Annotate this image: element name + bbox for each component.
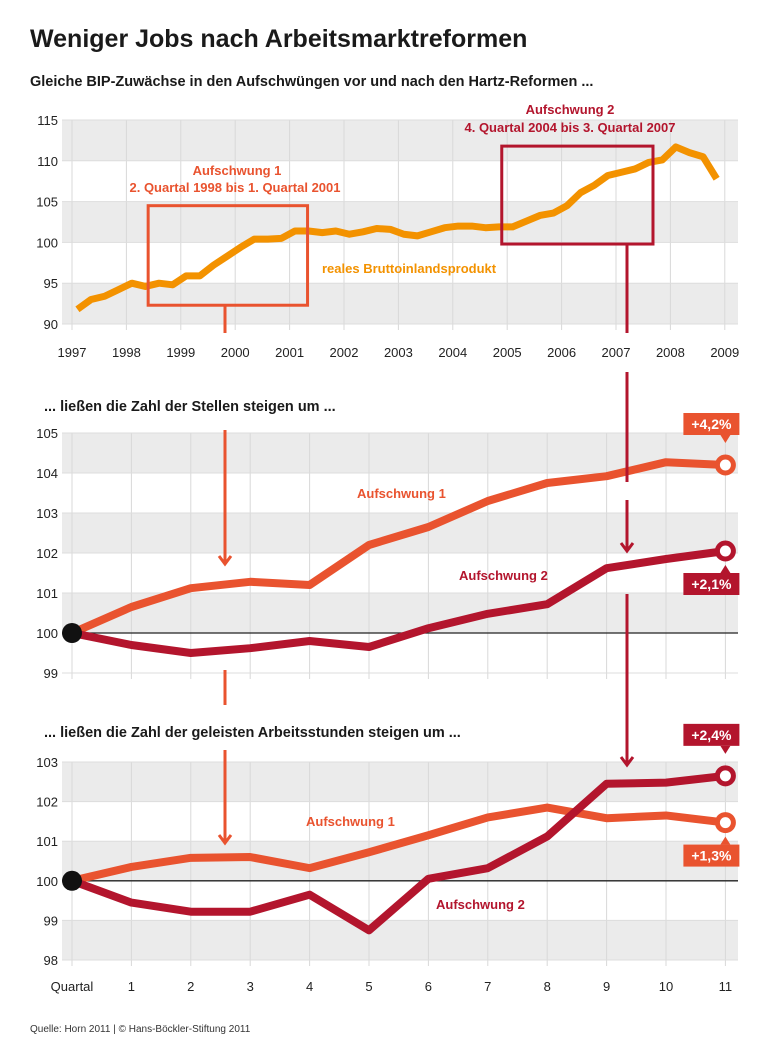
chart2-title: ... ließen die Zahl der Stellen steigen … — [44, 399, 336, 415]
x-tick-label: 2003 — [384, 345, 413, 360]
x-tick-label: 11 — [719, 979, 733, 994]
hours-a1-label: Aufschwung 1 — [306, 814, 395, 829]
end-label-1-pointer — [720, 435, 731, 443]
series-end-marker — [714, 540, 736, 562]
x-tick-label: 8 — [544, 979, 551, 994]
chart3-title: ... ließen die Zahl der geleisten Arbeit… — [44, 725, 461, 741]
x-tick-label: 6 — [425, 979, 432, 994]
y-tick-label: 104 — [36, 466, 58, 481]
x-tick-label: 1997 — [58, 345, 87, 360]
chart1-title: Gleiche BIP-Zuwächse in den Aufschwüngen… — [30, 74, 593, 90]
y-tick-label: 115 — [37, 113, 58, 128]
x-tick-label: 5 — [365, 979, 372, 994]
connector-arrows — [217, 244, 635, 846]
x-tick-label: 2000 — [221, 345, 250, 360]
arrow-a1-hours-arrowhead — [217, 834, 233, 846]
series-line-2 — [70, 771, 726, 935]
y-tick-label: 100 — [36, 874, 58, 889]
x-tick-label: 7 — [484, 979, 491, 994]
end-label-1-text: +4,2% — [691, 416, 732, 432]
x-tick-label: 10 — [659, 979, 673, 994]
end-label-1-pointer — [720, 836, 731, 845]
jobs-a2-label: Aufschwung 2 — [459, 568, 548, 583]
x-tick-label: 2 — [187, 979, 194, 994]
source-note: Quelle: Horn 2011 | © Hans-Böckler-Stift… — [30, 1024, 251, 1035]
grid-band — [62, 593, 738, 633]
x-tick-label: 2002 — [330, 345, 359, 360]
gdp-chart: 90 95 100 105 110 115 1997 1998 1999 2000 2001 2002… — [36, 113, 739, 360]
end-label-1-text: +1,3% — [691, 848, 732, 864]
end-label-2-badge — [683, 723, 740, 746]
end-label-2-badge — [683, 573, 740, 595]
grid-band — [62, 433, 738, 473]
x-tick-label: 2006 — [547, 345, 576, 360]
x-tick-label: 2001 — [275, 345, 304, 360]
y-tick-label: 99 — [44, 666, 58, 681]
x-tick-label: 2009 — [710, 345, 739, 360]
series-line-1 — [71, 803, 726, 885]
hours-a2-label: Aufschwung 2 — [436, 897, 525, 912]
y-tick-label: 100 — [36, 235, 58, 250]
series-end-marker — [714, 765, 736, 787]
y-tick-label: 99 — [44, 913, 58, 928]
y-tick-label: 102 — [36, 546, 58, 561]
series-end-marker — [714, 454, 736, 476]
x-tick-label: Quartal — [51, 979, 94, 994]
y-tick-label: 95 — [44, 276, 58, 291]
end-label-1-badge — [683, 413, 740, 435]
grid-band — [62, 120, 738, 161]
gdp-line — [75, 143, 720, 313]
x-tick-label: 3 — [247, 979, 254, 994]
gdp-series-label: reales Bruttoinlandsprodukt — [322, 261, 497, 276]
x-tick-label: 2008 — [656, 345, 685, 360]
y-tick-label: 90 — [44, 317, 58, 332]
arrow-a2-jobs-arrowhead — [619, 542, 635, 554]
x-tick-label: 4 — [306, 979, 313, 994]
x-tick-label: 1998 — [112, 345, 141, 360]
y-tick-label: 103 — [36, 755, 58, 770]
series-end-marker — [714, 812, 736, 834]
grid-band — [62, 920, 738, 960]
x-tick-label: 9 — [603, 979, 610, 994]
aufschwung1-box — [146, 204, 310, 307]
page-title: Weniger Jobs nach Arbeitsmarktreformen — [30, 25, 527, 53]
aufschwung1-label: Aufschwung 1 — [193, 163, 282, 178]
aufschwung2-label: Aufschwung 2 — [526, 102, 615, 117]
y-tick-label: 110 — [37, 154, 58, 169]
x-tick-label: 1 — [128, 979, 135, 994]
y-tick-label: 105 — [36, 195, 58, 210]
x-tick-label: 2004 — [438, 345, 467, 360]
end-label-1-badge — [683, 844, 740, 867]
y-tick-label: 102 — [36, 795, 58, 810]
grid-band — [62, 283, 738, 324]
series-line-1 — [70, 458, 726, 637]
y-tick-label: 101 — [36, 834, 58, 849]
arrow-a2-hours-arrowhead — [619, 756, 635, 768]
y-tick-label: 98 — [44, 953, 58, 968]
y-tick-label: 100 — [36, 626, 58, 641]
end-label-2-text: +2,1% — [691, 576, 732, 592]
y-tick-label: 103 — [36, 506, 58, 521]
x-tick-label: 2005 — [493, 345, 522, 360]
aufschwung2-period: 4. Quartal 2004 bis 3. Quartal 2007 — [464, 120, 675, 135]
x-tick-label: 2007 — [602, 345, 631, 360]
end-label-2-text: +2,4% — [691, 727, 732, 743]
series-line-2 — [71, 547, 726, 657]
y-tick-label: 101 — [36, 586, 58, 601]
start-point — [62, 870, 82, 891]
start-point — [62, 623, 82, 643]
arrow-a1-jobs-arrowhead — [217, 555, 233, 567]
aufschwung1-period: 2. Quartal 1998 bis 1. Quartal 2001 — [129, 180, 340, 195]
aufschwung2-box — [500, 144, 655, 246]
end-label-2-pointer — [720, 565, 731, 573]
end-label-2-pointer — [720, 745, 731, 754]
jobs-a1-label: Aufschwung 1 — [357, 486, 446, 501]
jobs-chart: 99 100 101 102 103 104 105 +4,2% +2,1% — [36, 413, 740, 681]
y-tick-label: 105 — [36, 426, 58, 441]
x-tick-label: 1999 — [166, 345, 195, 360]
